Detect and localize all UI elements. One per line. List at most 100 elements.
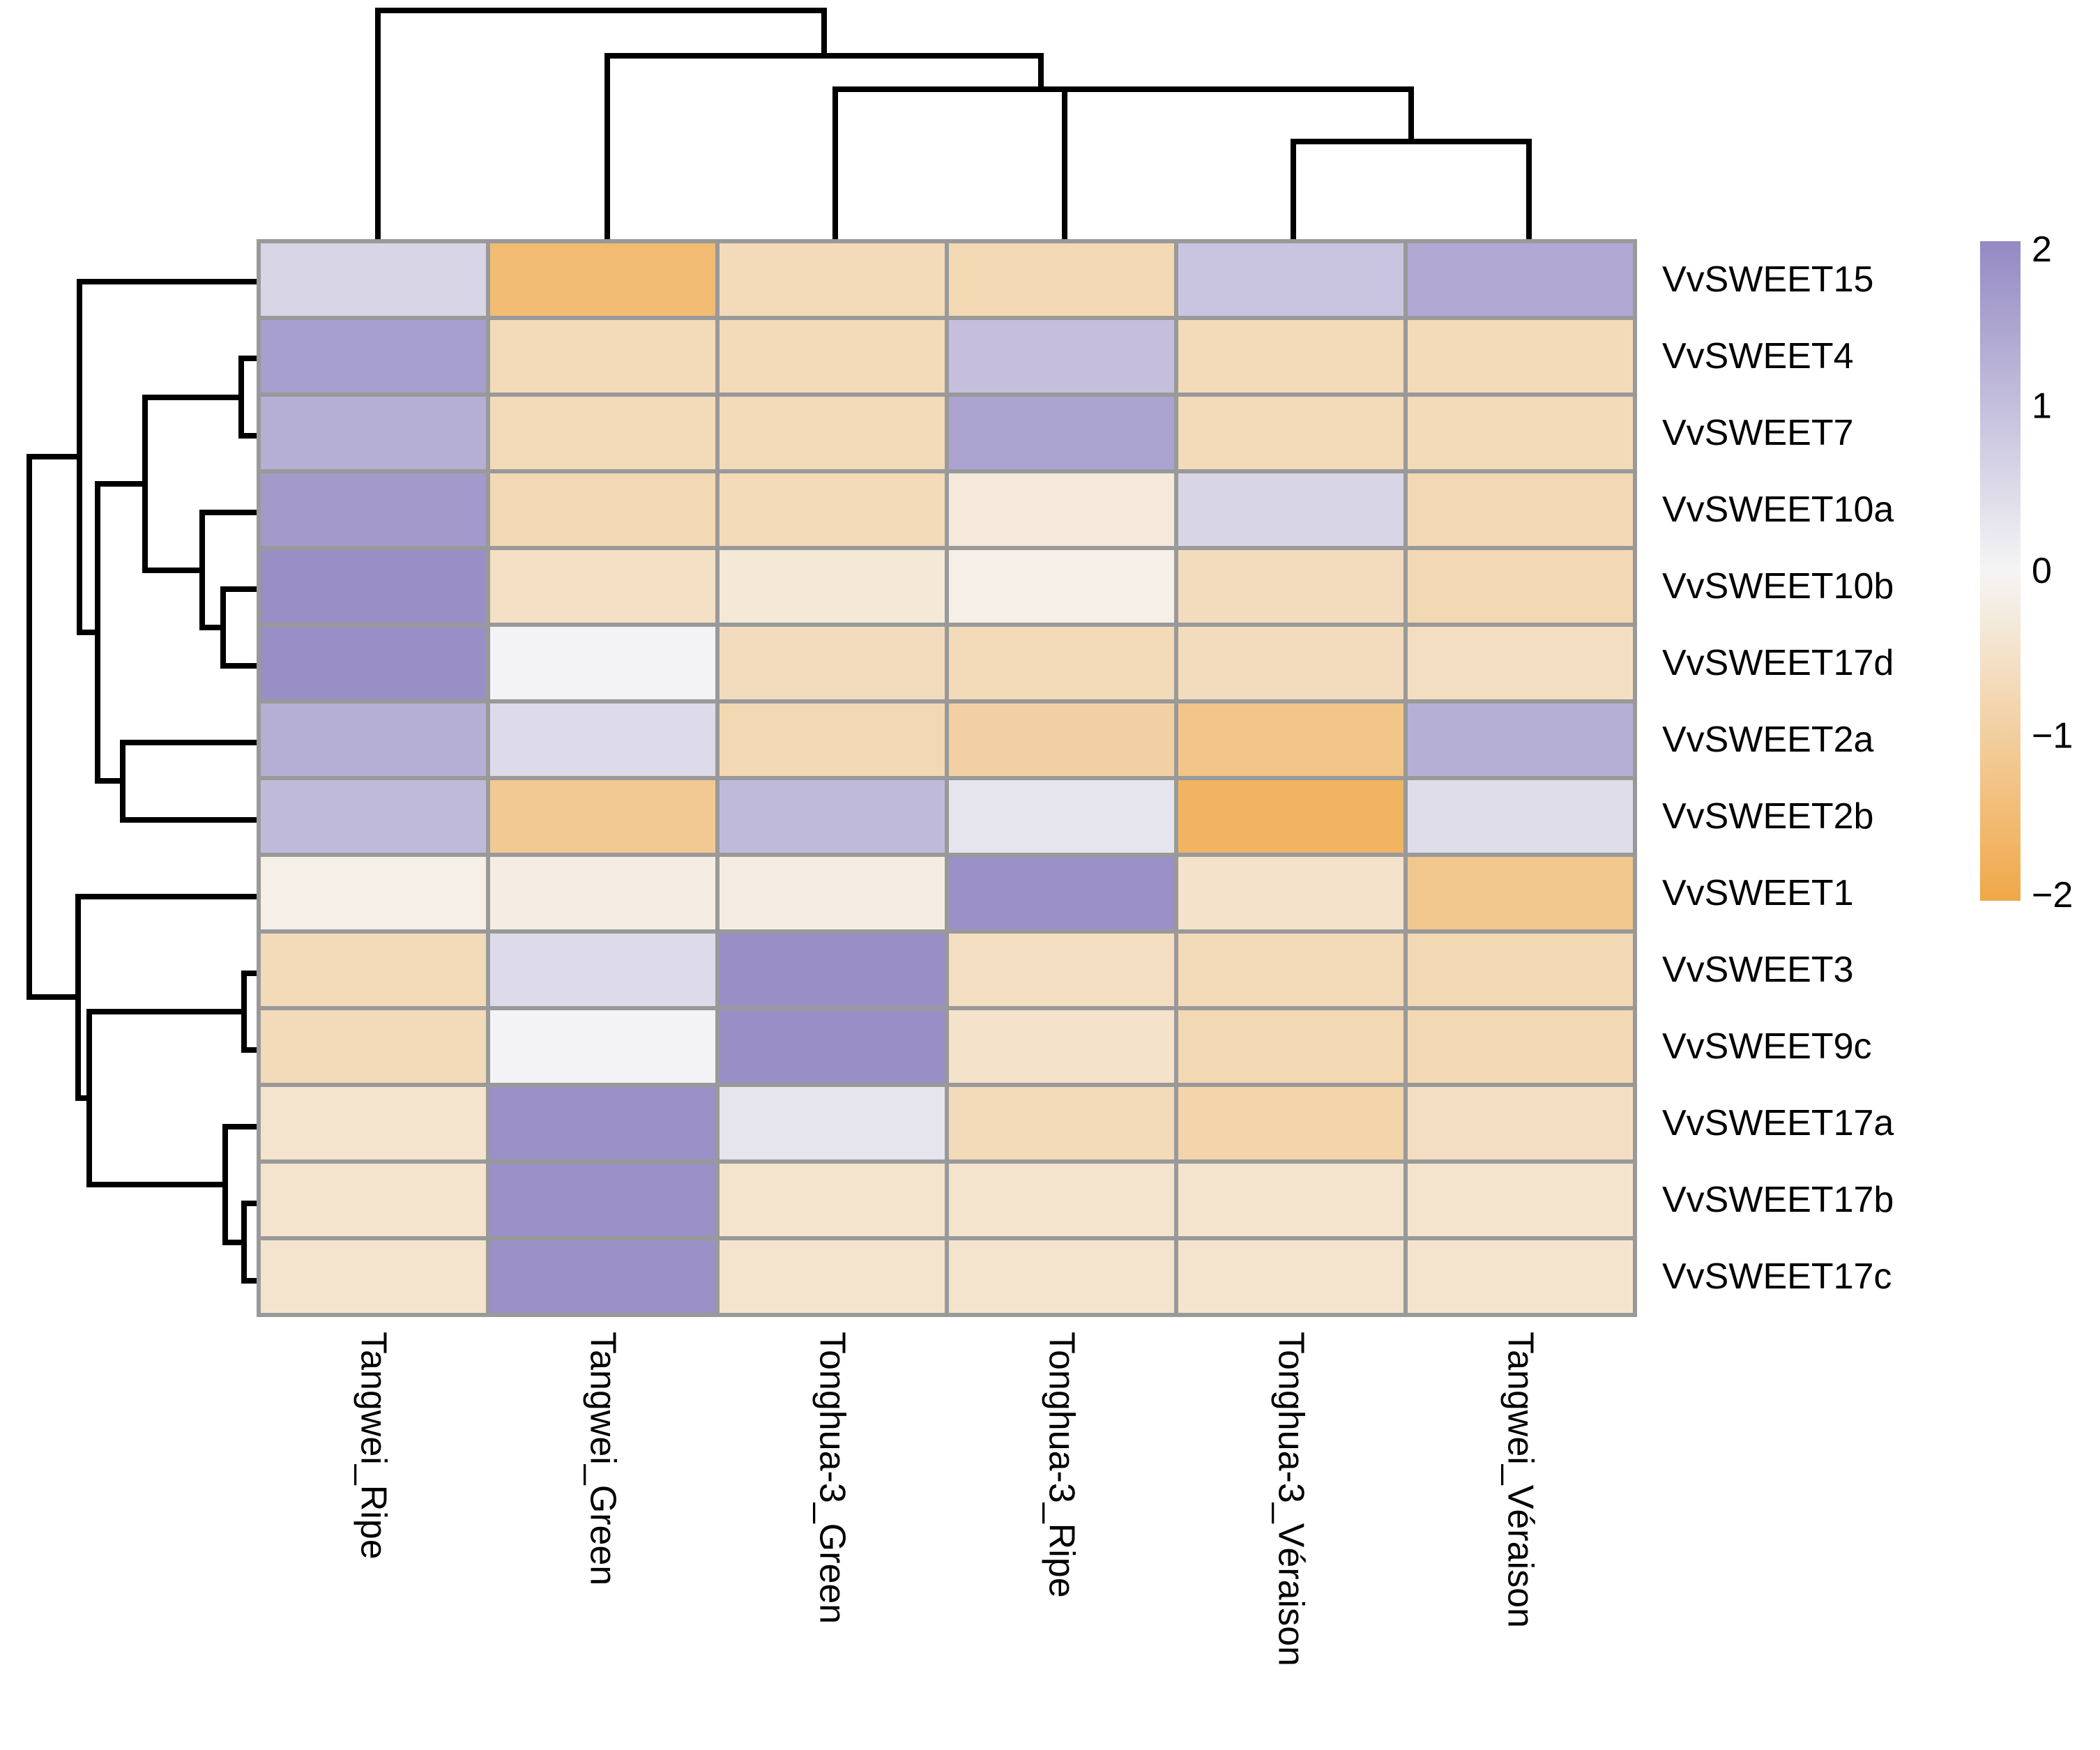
heatmap-cell [715,393,949,473]
heatmap-cell [945,316,1178,397]
heatmap-cell [486,853,720,934]
heatmap-cell [486,1236,720,1317]
heatmap-cell [486,546,720,627]
row-label: VvSWEET15 [1662,259,1873,300]
heatmap-cell [945,853,1178,934]
heatmap-cell [945,929,1178,1010]
heatmap-cell [257,1236,490,1317]
row-dendrogram-link [120,740,261,823]
heatmap-cell [1403,623,1637,703]
heatmap-cell [486,776,720,857]
heatmap-cell [486,316,720,397]
legend-tick-label: 0 [2032,551,2052,591]
row-label: VvSWEET17b [1662,1180,1894,1220]
heatmap-cell [715,776,949,857]
heatmap-cell [486,929,720,1010]
legend-color-bar [1980,241,2021,901]
heatmap-cell [1174,316,1408,397]
row-label: VvSWEET9c [1662,1026,1872,1067]
heatmap-cell [1174,699,1408,780]
heatmap-cell [1174,853,1408,934]
row-label: VvSWEET17c [1662,1256,1892,1297]
heatmap-cell [715,1083,949,1164]
heatmap-cell [257,1006,490,1087]
heatmap-cell [1174,1159,1408,1240]
heatmap-cell [715,546,949,627]
col-dendrogram-link [1062,86,1414,244]
heatmap-cell [1174,1083,1408,1164]
row-label: VvSWEET17d [1662,643,1894,683]
heatmap-cell [486,1006,720,1087]
column-labels: Tangwei_Ripe Tangwei_Green Tonghua-3_Green… [353,1332,1541,1666]
heatmap-cell [1403,546,1637,627]
col-dendrogram-link [832,86,1067,244]
row-dendrogram-link [77,279,261,635]
heatmap-cell [715,623,949,703]
heatmap-cell [486,469,720,550]
heatmap-cell [945,1006,1178,1087]
heatmap-cell [486,1083,720,1164]
row-dendrogram-link [75,894,261,1101]
heatmap-cell [1403,853,1637,934]
heatmap-cell [1174,239,1408,320]
heatmap-cell [257,239,490,320]
heatmap-cell [1403,1236,1637,1317]
heatmap-cell [1403,469,1637,550]
col-dendrogram-link [1291,139,1532,244]
column-label: Tangwei_Véraison [1500,1332,1541,1628]
column-label: Tonghua-3_Ripe [1042,1332,1082,1598]
row-label: VvSWEET2b [1662,796,1873,837]
heatmap-cell [945,1159,1178,1240]
heatmap-cell [715,699,949,780]
heatmap-cell [945,1083,1178,1164]
column-label: Tangwei_Ripe [353,1332,394,1560]
heatmap-cell [1403,776,1637,857]
heatmap-cell [1403,699,1637,780]
heatmap-cell [486,239,720,320]
heatmap-cell [1403,316,1637,397]
heatmap-cell [257,393,490,473]
color-legend: 2 1 0 −1 −2 [1980,229,2073,915]
heatmap-cell [257,316,490,397]
row-labels: VvSWEET15 VvSWEET4 VvSWEET7 VvSWEET10a VvSWE… [1662,259,1894,1297]
heatmap-cell [1174,776,1408,857]
heatmap-cell [715,1006,949,1087]
heatmap-cells [257,239,1637,1317]
legend-tick-label: 2 [2032,229,2052,270]
heatmap-cell [945,393,1178,473]
heatmap-cell [257,469,490,550]
legend-tick-label: −1 [2032,716,2073,756]
heatmap-cell [945,699,1178,780]
heatmap-cell [486,699,720,780]
heatmap-cell [257,929,490,1010]
heatmap-cell [715,853,949,934]
row-label: VvSWEET3 [1662,950,1854,990]
heatmap-cell [1403,1006,1637,1087]
column-label: Tonghua-3_Green [812,1332,853,1624]
row-label: VvSWEET7 [1662,413,1854,453]
heatmap-cell [486,393,720,473]
heatmap-cell [945,239,1178,320]
heatmap-cell [715,239,949,320]
dendrogram-layer [26,8,1532,1284]
heatmap-cell [945,1236,1178,1317]
row-dendrogram-link [142,395,244,573]
row-label: VvSWEET4 [1662,336,1854,376]
heatmap-cell [1403,1083,1637,1164]
heatmap-cell [715,1236,949,1317]
legend-tick-label: 1 [2032,386,2052,427]
heatmap-cell [486,623,720,703]
heatmap-cell [1403,1159,1637,1240]
row-label: VvSWEET10b [1662,566,1894,607]
heatmap-cell [1403,393,1637,473]
heatmap-cell [715,316,949,397]
heatmap-cell [715,929,949,1010]
heatmap-cell [1174,929,1408,1010]
col-dendrogram-link [604,53,1044,244]
heatmap-cell [715,1159,949,1240]
heatmap-cell [1174,469,1408,550]
row-dendrogram-link [26,454,82,1000]
heatmap-cell [257,853,490,934]
heatmap-cell [257,776,490,857]
legend-tick-label: −2 [2032,875,2073,915]
